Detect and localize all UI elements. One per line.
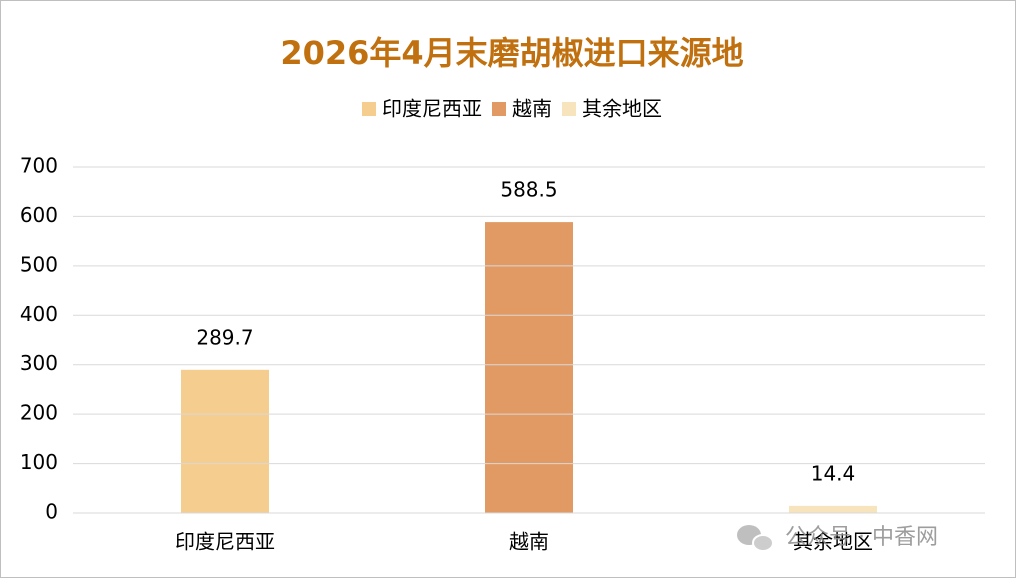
x-tick-label: 其余地区 — [793, 530, 873, 554]
y-tick-label: 600 — [20, 203, 58, 227]
bar — [485, 222, 573, 513]
legend-label: 越南 — [512, 97, 552, 121]
y-tick-label: 500 — [20, 252, 58, 276]
y-tick-label: 400 — [20, 302, 58, 326]
y-tick-label: 100 — [20, 450, 58, 474]
data-label: 14.4 — [811, 461, 856, 485]
y-tick-label: 300 — [20, 351, 58, 375]
y-tick-label: 200 — [20, 401, 58, 425]
legend-label: 其余地区 — [582, 97, 662, 121]
legend-swatch — [362, 102, 376, 116]
legend-swatch — [492, 102, 506, 116]
watermark: 公众号 · 中香网 — [785, 525, 938, 550]
data-label: 588.5 — [500, 178, 557, 202]
watermark-icon — [737, 525, 774, 552]
bar — [789, 505, 877, 513]
bar — [181, 369, 269, 513]
legend-label: 印度尼西亚 — [382, 97, 482, 121]
data-label: 289.7 — [196, 325, 253, 349]
x-tick-label: 印度尼西亚 — [175, 530, 275, 554]
y-tick-label: 700 — [20, 154, 58, 178]
legend-swatch — [562, 102, 576, 116]
chart-title: 2026年4月末磨胡椒进口来源地 — [280, 34, 743, 72]
y-tick-label: 0 — [45, 500, 58, 524]
x-tick-label: 越南 — [509, 530, 549, 554]
